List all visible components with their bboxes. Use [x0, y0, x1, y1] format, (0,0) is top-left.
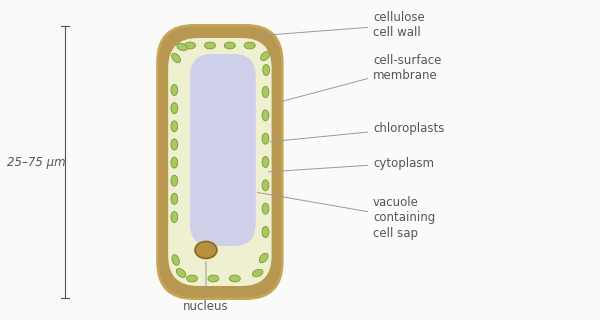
FancyBboxPatch shape — [158, 27, 281, 298]
Ellipse shape — [262, 110, 269, 121]
Ellipse shape — [171, 103, 178, 114]
Text: 25–75 μm: 25–75 μm — [7, 156, 66, 169]
Ellipse shape — [172, 255, 179, 265]
Ellipse shape — [208, 275, 219, 282]
Ellipse shape — [176, 268, 186, 277]
Ellipse shape — [224, 42, 235, 49]
Ellipse shape — [171, 139, 178, 150]
Ellipse shape — [244, 42, 255, 49]
Ellipse shape — [253, 269, 263, 277]
Text: nucleus: nucleus — [183, 262, 229, 314]
Ellipse shape — [187, 275, 197, 282]
Ellipse shape — [262, 180, 269, 191]
Ellipse shape — [262, 203, 269, 214]
Ellipse shape — [262, 156, 269, 167]
Ellipse shape — [171, 121, 178, 132]
Text: vacuole
containing
cell sap: vacuole containing cell sap — [257, 192, 436, 239]
Text: chloroplasts: chloroplasts — [271, 122, 445, 142]
Ellipse shape — [229, 275, 240, 282]
Text: cytoplasm: cytoplasm — [268, 156, 434, 172]
Ellipse shape — [259, 253, 268, 263]
Ellipse shape — [195, 242, 217, 259]
Ellipse shape — [171, 175, 178, 186]
Ellipse shape — [172, 53, 181, 63]
Ellipse shape — [185, 42, 196, 49]
Ellipse shape — [205, 42, 215, 49]
Text: cellulose
cell wall: cellulose cell wall — [257, 11, 425, 39]
FancyBboxPatch shape — [168, 38, 272, 286]
FancyBboxPatch shape — [190, 54, 256, 246]
Text: cell-surface
membrane: cell-surface membrane — [282, 54, 442, 101]
Ellipse shape — [171, 212, 178, 222]
Ellipse shape — [171, 157, 178, 168]
Ellipse shape — [171, 84, 178, 95]
Ellipse shape — [260, 52, 270, 60]
Ellipse shape — [171, 193, 178, 204]
Ellipse shape — [262, 227, 269, 237]
Ellipse shape — [177, 43, 187, 51]
Ellipse shape — [263, 65, 269, 76]
Ellipse shape — [262, 86, 269, 98]
FancyBboxPatch shape — [156, 24, 284, 300]
Ellipse shape — [262, 133, 269, 144]
